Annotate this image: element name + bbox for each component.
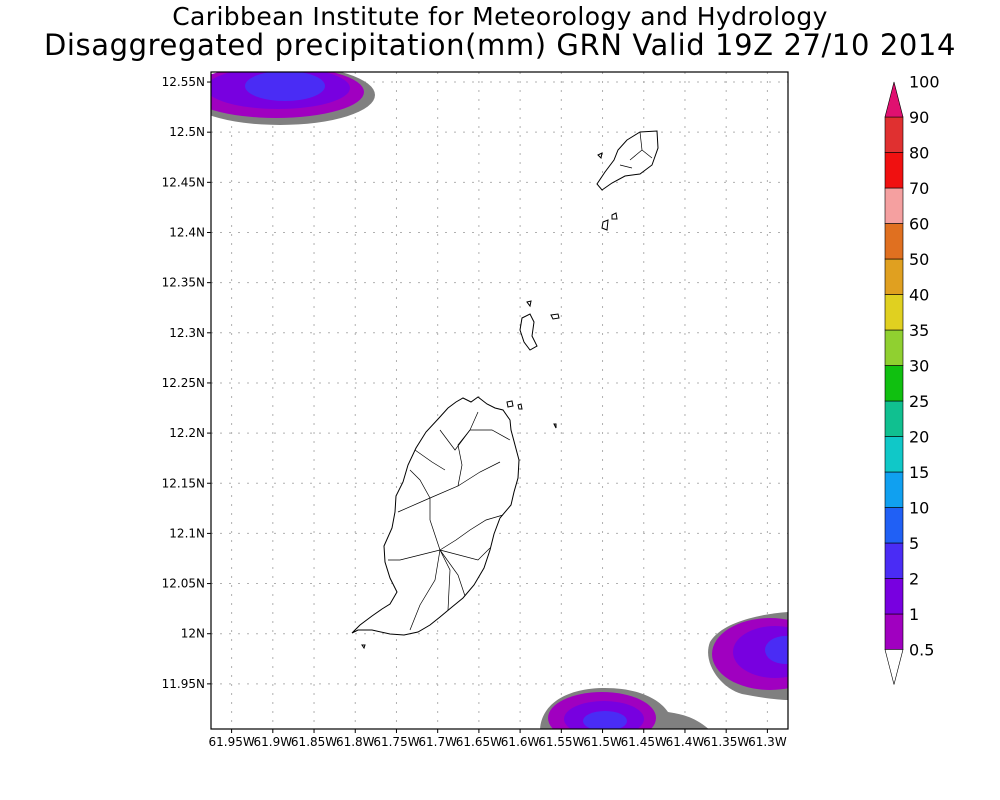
lon-tick-label: 61.95W	[208, 735, 254, 749]
grenadines-islets	[361, 300, 560, 650]
colorbar-min-triangle	[884, 649, 904, 685]
colorbar-segment	[884, 365, 904, 402]
lon-tick-label: 61.6W	[501, 735, 540, 749]
colorbar-segment	[884, 542, 904, 579]
lon-tick-label: 61.8W	[336, 735, 375, 749]
lon-tick-label: 61.35W	[703, 735, 749, 749]
lat-tick-label: 12.25N	[162, 376, 205, 390]
carriacou-island	[596, 130, 659, 231]
colorbar-segment	[884, 223, 904, 260]
lat-tick-label: 12.05N	[162, 577, 205, 591]
longitude-tick-labels: 61.95W61.9W61.85W61.8W61.75W61.7W61.65W6…	[208, 729, 787, 749]
colorbar-label: 25	[909, 392, 929, 411]
colorbar-segment	[884, 116, 904, 153]
lat-tick-label: 12.55N	[162, 75, 205, 89]
lon-tick-label: 61.55W	[538, 735, 584, 749]
lat-tick-label: 12.3N	[169, 326, 205, 340]
plot-frame	[210, 71, 789, 730]
colorbar-segment	[884, 329, 904, 366]
precip-shading	[211, 72, 788, 729]
chart-subtitle: Disaggregated precipitation(mm) GRN Vali…	[43, 28, 957, 62]
colorbar-label: 35	[909, 321, 929, 340]
colorbar-label: 70	[909, 179, 929, 198]
colorbar-segment	[884, 471, 904, 508]
colorbar-label: 40	[909, 286, 929, 305]
colorbar-label: 5	[909, 534, 919, 553]
lat-tick-label: 11.95N	[162, 677, 205, 691]
colorbar-label: 2	[909, 570, 919, 589]
lon-tick-label: 61.4W	[666, 735, 705, 749]
chart-title: Caribbean Institute for Meteorology and …	[172, 2, 828, 31]
colorbar-segment	[884, 507, 904, 544]
grid-lines	[211, 72, 788, 729]
colorbar-label: 50	[909, 250, 929, 269]
parish-boundaries	[388, 411, 511, 631]
lon-tick-label: 61.5W	[583, 735, 622, 749]
lon-tick-label: 61.65W	[456, 735, 502, 749]
lon-tick-label: 61.45W	[621, 735, 667, 749]
colorbar-label: 20	[909, 428, 929, 447]
lat-tick-label: 12.5N	[169, 125, 205, 139]
colorbar-label: 90	[909, 108, 929, 127]
colorbar-segment	[884, 613, 904, 650]
colorbar-label: 10	[909, 499, 929, 518]
colorbar-label: 60	[909, 215, 929, 234]
precip-area-south	[540, 688, 709, 729]
colorbar-label: 80	[909, 144, 929, 163]
colorbar-segment	[884, 258, 904, 295]
colorbar-label: 15	[909, 463, 929, 482]
lat-tick-label: 12.4N	[169, 225, 205, 239]
colorbar-max-triangle	[884, 81, 904, 118]
latitude-tick-labels: 12.55N 12.5N 12.45N 12.4N 12.35N 12.3N 12.25N 1…	[162, 75, 211, 691]
colorbar-label: 0.5	[909, 641, 934, 660]
lat-tick-label: 12.2N	[169, 426, 205, 440]
lon-tick-label: 61.75W	[373, 735, 419, 749]
colorbar-segment	[884, 436, 904, 473]
lat-tick-label: 12N	[181, 627, 205, 641]
lon-tick-label: 61.85W	[291, 735, 337, 749]
precip-area-east	[708, 612, 788, 700]
colorbar-label: 100	[909, 73, 940, 92]
grenada-island	[351, 396, 520, 636]
colorbar-segment	[884, 152, 904, 189]
colorbar-segment	[884, 400, 904, 437]
colorbar-label: 30	[909, 357, 929, 376]
lon-tick-label: 61.9W	[254, 735, 293, 749]
colorbar-segment	[884, 294, 904, 331]
lat-tick-label: 12.45N	[162, 175, 205, 189]
lat-tick-label: 12.35N	[162, 276, 205, 290]
colorbar-label: 1	[909, 605, 919, 624]
colorbar-segment	[884, 578, 904, 615]
lon-tick-label: 61.3W	[748, 735, 787, 749]
lon-tick-label: 61.7W	[418, 735, 457, 749]
precip-area-nw	[211, 72, 375, 125]
lat-tick-label: 12.1N	[169, 526, 205, 540]
lat-tick-label: 12.15N	[162, 476, 205, 490]
colorbar-segment	[884, 187, 904, 224]
